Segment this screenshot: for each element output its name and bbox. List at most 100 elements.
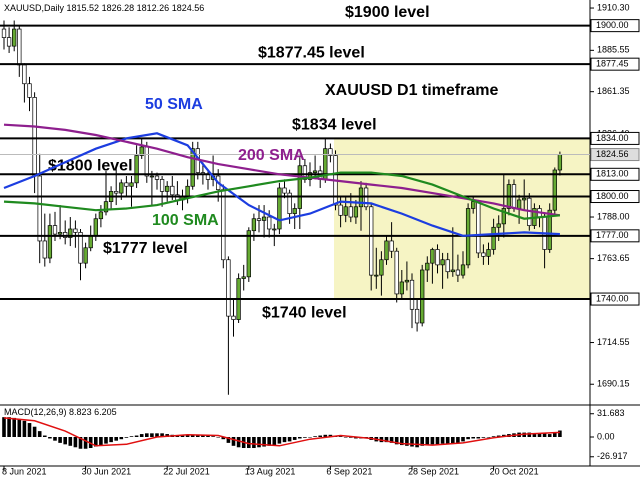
candle-body bbox=[93, 218, 98, 237]
candle-body bbox=[272, 228, 277, 231]
macd-bar bbox=[104, 437, 108, 444]
macd-bar bbox=[185, 434, 190, 437]
candle-body bbox=[287, 192, 292, 214]
candle-body bbox=[159, 179, 165, 192]
x-tick-label: 28 Sep 2021 bbox=[408, 466, 459, 476]
candle-body bbox=[68, 228, 73, 238]
macd-bar bbox=[318, 435, 322, 437]
macd-bar bbox=[2, 417, 6, 437]
candle-body bbox=[261, 216, 267, 221]
candle-body bbox=[399, 281, 404, 295]
candle-body bbox=[17, 28, 22, 66]
macd-bar bbox=[338, 436, 343, 437]
candle-body bbox=[98, 211, 104, 220]
macd-tick-label: 0.00 bbox=[597, 431, 615, 441]
candle-body bbox=[496, 223, 501, 228]
macd-bar bbox=[12, 417, 16, 437]
candle-body bbox=[414, 308, 420, 324]
candle-body bbox=[246, 230, 251, 278]
candle-body bbox=[404, 279, 410, 283]
candle-body bbox=[241, 276, 246, 279]
macd-bar bbox=[292, 437, 297, 440]
candle-body bbox=[312, 170, 318, 173]
macd-bar bbox=[206, 435, 210, 437]
candle-body bbox=[267, 216, 272, 230]
level-annotation: $1740 level bbox=[262, 304, 347, 321]
macd-bar bbox=[471, 437, 475, 439]
candle-body bbox=[491, 226, 496, 250]
x-tick-label: 13 Aug 2021 bbox=[245, 466, 296, 476]
macd-bar bbox=[37, 431, 42, 437]
candle-body bbox=[460, 264, 466, 276]
macd-bar bbox=[83, 437, 88, 449]
close: 1824.56 bbox=[172, 3, 205, 13]
macd-bar bbox=[73, 437, 78, 448]
macd-bar bbox=[221, 437, 226, 440]
signal-line bbox=[3, 417, 560, 447]
candle-body bbox=[251, 218, 257, 232]
macd-bar bbox=[415, 437, 419, 448]
macd-bar bbox=[532, 433, 537, 437]
macd-bar bbox=[119, 437, 124, 440]
candle-body bbox=[374, 274, 379, 277]
candle-body bbox=[292, 208, 297, 214]
candle-body bbox=[557, 154, 563, 171]
ma-line bbox=[3, 132, 560, 237]
macd-bar bbox=[461, 437, 465, 442]
level-box bbox=[590, 229, 640, 243]
macd-bar bbox=[303, 437, 307, 438]
macd-bar bbox=[384, 437, 389, 443]
macd-bar bbox=[226, 437, 231, 443]
candle-body bbox=[256, 218, 262, 221]
ma-line bbox=[3, 171, 561, 220]
y-tick-label: 1910.30 bbox=[597, 2, 630, 12]
candle-body bbox=[430, 249, 435, 264]
macd-bar bbox=[496, 435, 501, 437]
candle-body bbox=[78, 232, 83, 264]
candle-body bbox=[445, 259, 450, 273]
macd-bar bbox=[323, 434, 328, 437]
candle-body bbox=[47, 225, 53, 259]
candle-body bbox=[486, 249, 491, 257]
candle-body bbox=[471, 201, 476, 209]
level-box bbox=[590, 57, 640, 71]
candle-body bbox=[277, 187, 282, 230]
macd-bar bbox=[277, 437, 282, 444]
macd-bar bbox=[542, 433, 547, 437]
candle-body bbox=[302, 165, 308, 180]
macd-bar bbox=[328, 434, 333, 437]
candle-body bbox=[343, 206, 348, 216]
macd-bar bbox=[400, 437, 404, 446]
macd-bar bbox=[267, 437, 271, 446]
macd-bar bbox=[430, 437, 435, 445]
macd-bar bbox=[63, 437, 67, 445]
candle-body bbox=[119, 182, 124, 194]
macd-bar bbox=[298, 437, 302, 439]
chart-header: XAUUSD,Daily 1815.52 1826.28 1812.26 182… bbox=[4, 3, 204, 13]
macd-bar bbox=[547, 434, 552, 437]
macd-bar bbox=[88, 437, 93, 449]
macd-bar bbox=[7, 417, 11, 437]
macd-bar bbox=[196, 434, 200, 437]
macd-bar bbox=[94, 437, 98, 447]
candle-body bbox=[1, 28, 7, 38]
level-annotation: $1877.45 level bbox=[258, 44, 365, 61]
open: 1815.52 bbox=[67, 3, 100, 13]
macd-bar bbox=[282, 437, 287, 443]
candle-body bbox=[83, 247, 88, 264]
level-label: 1877.45 bbox=[596, 59, 629, 69]
macd-bar bbox=[308, 437, 312, 438]
macd-bar bbox=[410, 437, 414, 447]
candle-body bbox=[282, 187, 287, 194]
level-annotation: $1834 level bbox=[292, 117, 377, 134]
ma-label: 50 SMA bbox=[145, 96, 203, 113]
macd-bar bbox=[236, 437, 241, 448]
macd-bar bbox=[109, 437, 113, 443]
candle-body bbox=[328, 148, 333, 156]
macd-header: MACD(12,26,9) 8.823 6.205 bbox=[4, 407, 117, 417]
candle-body bbox=[353, 206, 359, 218]
subtitle: XAUUSD D1 timeframe bbox=[325, 82, 498, 99]
candle-body bbox=[134, 155, 139, 184]
macd-bar bbox=[32, 426, 37, 437]
